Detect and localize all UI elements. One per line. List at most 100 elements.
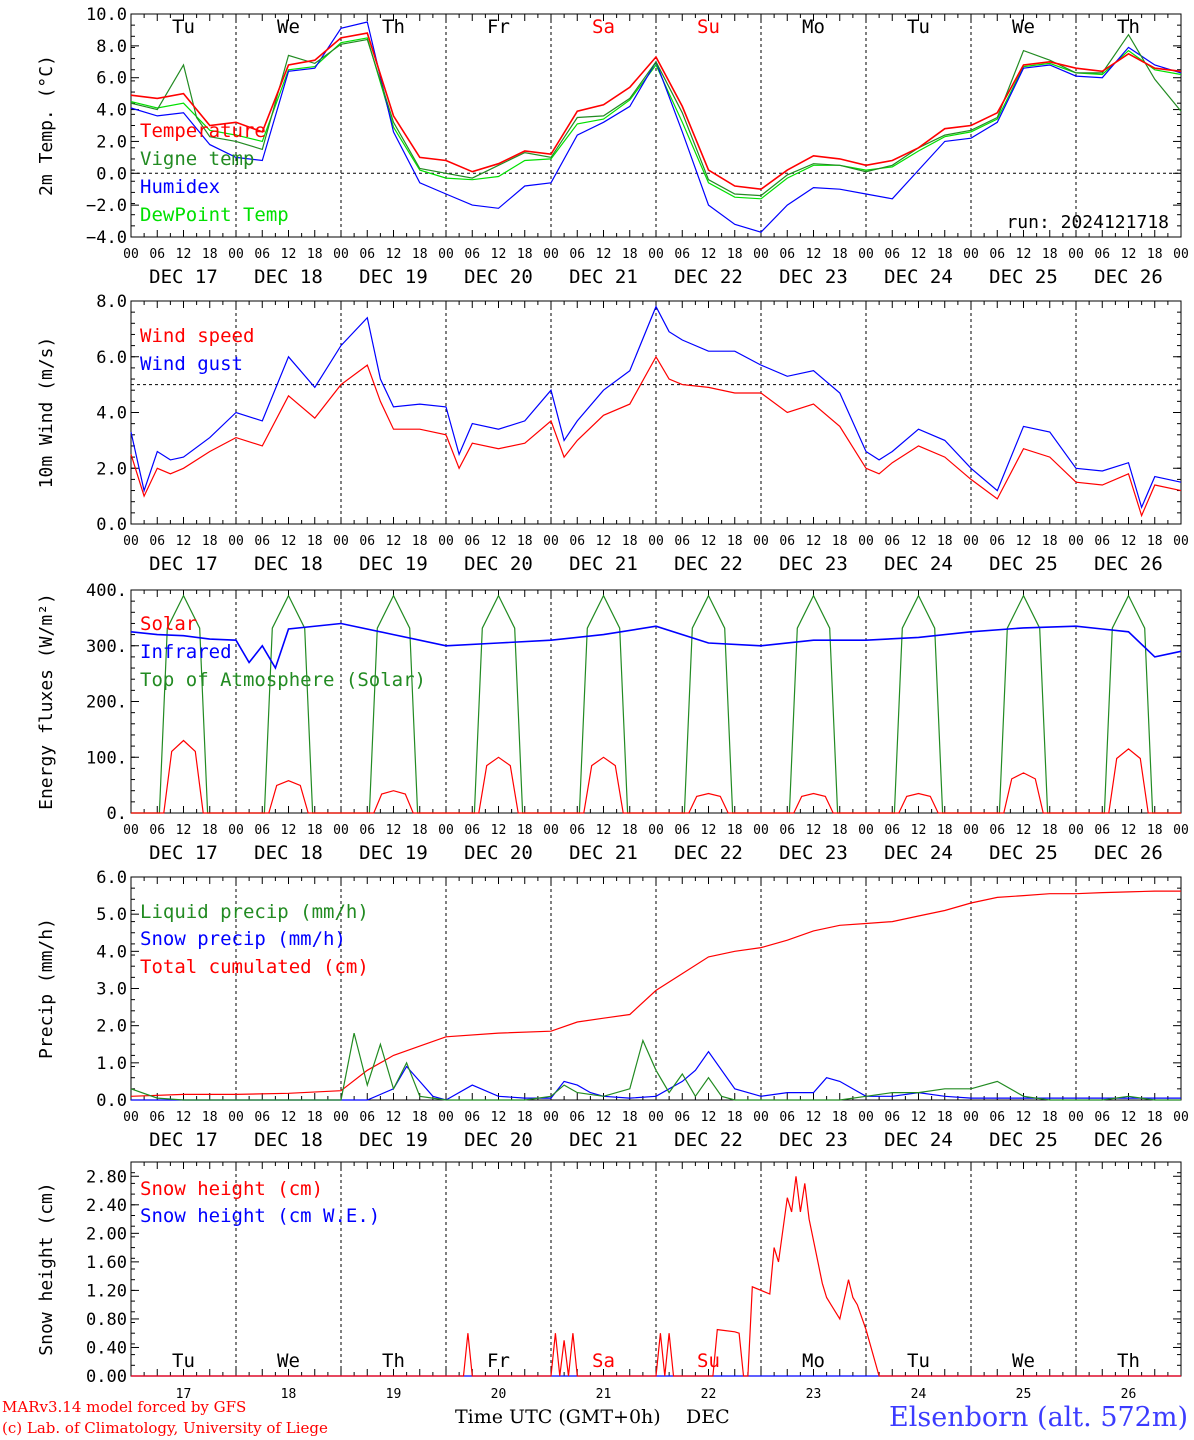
hour-label: 18 (1042, 1110, 1058, 1125)
hour-label: 06 (884, 534, 900, 549)
hour-label: 00 (648, 534, 664, 549)
hour-label: 18 (412, 534, 428, 549)
hour-label: 00 (963, 247, 979, 262)
day-label: DEC 26 (1094, 1129, 1163, 1151)
hour-label: 12 (806, 823, 822, 838)
day-label: DEC 25 (989, 1129, 1058, 1151)
day-label: DEC 24 (884, 842, 953, 864)
hour-label: 18 (727, 247, 743, 262)
y-tick-label: 1.20 (86, 1281, 127, 1301)
hour-label: 06 (254, 247, 270, 262)
y-tick-label: 4.0 (96, 404, 127, 424)
legend-entry: Snow height (cm W.E.) (140, 1205, 380, 1227)
hour-label: 00 (963, 1110, 979, 1125)
day-label: DEC 19 (359, 553, 428, 575)
hour-label: 06 (989, 534, 1005, 549)
day-number: 20 (491, 1387, 507, 1402)
legend-entry: Total cumulated (cm) (140, 956, 369, 978)
hour-label: 00 (1068, 534, 1084, 549)
day-label: DEC 19 (359, 842, 428, 864)
day-label: DEC 24 (884, 553, 953, 575)
hour-label: 12 (491, 823, 507, 838)
weekday-label: Su (697, 1350, 720, 1372)
hour-label: 12 (1121, 823, 1137, 838)
weekday-label: Sa (592, 16, 615, 38)
hour-label: 18 (937, 247, 953, 262)
hour-label: 00 (438, 534, 454, 549)
weekday-label: Th (382, 16, 405, 38)
hour-label: 18 (1042, 534, 1058, 549)
day-label: DEC 21 (569, 1129, 638, 1151)
hour-label: 12 (281, 534, 297, 549)
hour-label: 18 (202, 534, 218, 549)
weekday-label: Th (1117, 16, 1140, 38)
day-label: DEC 21 (569, 266, 638, 288)
hour-label: 18 (832, 1110, 848, 1125)
x-axis-title: Time UTC (GMT+0h) (455, 1406, 661, 1428)
hour-label: 18 (412, 823, 428, 838)
legend-entry: Liquid precip (mm/h) (140, 901, 369, 923)
y-tick-label: 0. (107, 804, 127, 824)
day-number: 22 (701, 1387, 717, 1402)
day-label: DEC 20 (464, 266, 533, 288)
hour-label: 18 (202, 247, 218, 262)
hour-label: 12 (386, 1110, 402, 1125)
series-line-dewpoint-temp (130, 37, 1182, 200)
hour-label: 00 (648, 247, 664, 262)
weekday-label: Mo (802, 1350, 825, 1372)
weekday-label: Tu (172, 1350, 195, 1372)
hour-label: 00 (1068, 1110, 1084, 1125)
hour-label: 06 (569, 534, 585, 549)
hour-label: 00 (858, 534, 874, 549)
hour-label: 18 (517, 247, 533, 262)
day-label: DEC 21 (569, 553, 638, 575)
legend-entry: Snow height (cm) (140, 1178, 323, 1200)
panel-4: 0.0 1.0 2.0 3.0 4.0 5.0 6.0 Precip (mm/h) Liquid… (36, 868, 1189, 1151)
weekday-label: We (277, 16, 300, 38)
hour-label: 00 (333, 823, 349, 838)
day-label: DEC 19 (359, 266, 428, 288)
legend-entry: DewPoint Temp (140, 204, 289, 226)
hour-label: 00 (228, 247, 244, 262)
hour-label: 00 (438, 247, 454, 262)
hour-label: 18 (1147, 534, 1163, 549)
day-number: 25 (1016, 1387, 1032, 1402)
hour-label: 00 (333, 534, 349, 549)
hour-label: 12 (596, 823, 612, 838)
series-line-snow-precip-mm-h- (131, 1050, 1181, 1101)
hour-label: 18 (1147, 1110, 1163, 1125)
hour-label: 00 (123, 247, 139, 262)
y-axis-label: 10m Wind (m/s) (36, 337, 57, 489)
hour-label: 18 (517, 823, 533, 838)
hour-label: 00 (123, 534, 139, 549)
hour-label: 18 (202, 823, 218, 838)
hour-label: 00 (858, 247, 874, 262)
weekday-label: Sa (592, 1350, 615, 1372)
hour-label: 12 (596, 247, 612, 262)
day-number: 18 (281, 1387, 297, 1402)
legend-entry: Wind gust (140, 353, 243, 375)
y-tick-label: 8.0 (96, 292, 127, 312)
y-tick-label: 8.0 (96, 37, 127, 57)
series-line-solar (131, 739, 1181, 814)
hour-label: 06 (779, 247, 795, 262)
legend-entry: Humidex (140, 176, 220, 198)
day-label: DEC 20 (464, 553, 533, 575)
day-label: DEC 17 (149, 842, 218, 864)
day-label: DEC 17 (149, 266, 218, 288)
y-tick-label: 200. (86, 693, 127, 713)
weekday-label: Fr (487, 1350, 510, 1372)
hour-label: 00 (228, 823, 244, 838)
hour-label: 12 (701, 823, 717, 838)
hour-label: 12 (911, 534, 927, 549)
y-tick-label: 0.40 (86, 1338, 127, 1358)
y-axis-label: Energy fluxes (W/m²) (36, 593, 57, 810)
hour-label: 00 (333, 1110, 349, 1125)
hour-label: 18 (517, 1110, 533, 1125)
y-tick-label: 100. (86, 748, 127, 768)
hour-label: 00 (543, 823, 559, 838)
hour-label: 06 (149, 534, 165, 549)
hour-label: 00 (333, 247, 349, 262)
day-label: DEC 18 (254, 266, 323, 288)
hour-label: 12 (1121, 534, 1137, 549)
